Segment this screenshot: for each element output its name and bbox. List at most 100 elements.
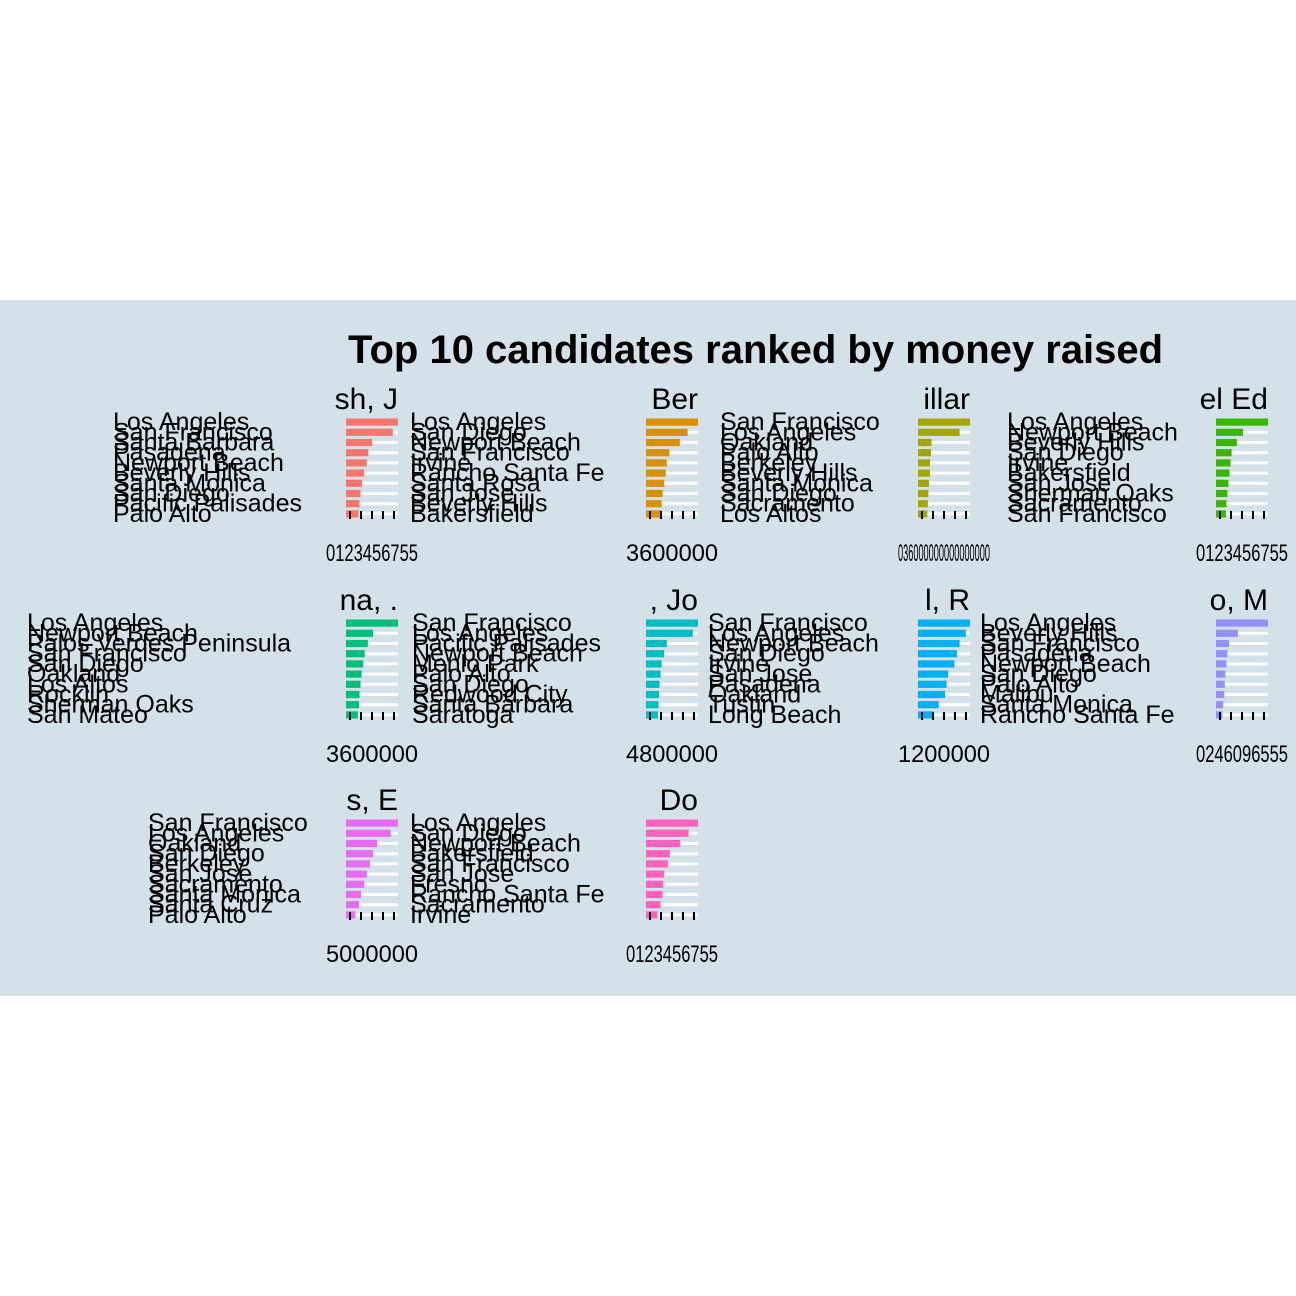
facet-title: Ber xyxy=(651,383,698,416)
category-label: San Jose xyxy=(1007,469,1111,497)
x-tick-labels: 3600000 xyxy=(326,741,418,768)
bar-2 xyxy=(918,629,966,637)
bar-2 xyxy=(346,428,393,436)
category-label: San Francisco xyxy=(720,408,880,436)
facet-title: l, R xyxy=(925,584,970,617)
category-label: Palo Alto xyxy=(980,670,1079,698)
bar-9 xyxy=(646,901,661,909)
category-label: Pasadena xyxy=(980,640,1093,668)
bar-2 xyxy=(1216,428,1244,436)
category-label: San Francisco xyxy=(708,609,868,637)
category-label: Bakersfield xyxy=(1007,459,1131,487)
category-label: Sacramento xyxy=(720,490,855,518)
category-label: Palo Alto xyxy=(720,439,819,467)
category-label: Rancho Santa Fe xyxy=(410,881,605,909)
bar-5 xyxy=(1216,459,1231,467)
bar-2 xyxy=(646,428,688,436)
category-label: San Diego xyxy=(1007,439,1124,467)
bar-5 xyxy=(918,459,930,467)
category-label: San Diego xyxy=(148,840,265,868)
bar-4 xyxy=(346,449,369,457)
facet-title: , Jo xyxy=(650,584,698,617)
bar-1 xyxy=(646,418,698,426)
bar-8 xyxy=(646,690,659,699)
chart-title: Top 10 candidates ranked by money raised xyxy=(348,328,1164,372)
category-label: Newport Beach xyxy=(113,449,284,477)
facet-title: sh, J xyxy=(335,383,398,416)
bar-2 xyxy=(1216,629,1238,637)
bar-5 xyxy=(346,459,367,467)
facet-title: el Ed xyxy=(1200,383,1268,416)
bar-8 xyxy=(646,489,663,498)
bar-8 xyxy=(1216,489,1228,498)
bar-2 xyxy=(346,629,374,637)
bar-4 xyxy=(1216,650,1228,658)
category-label: Los Angeles xyxy=(1007,408,1143,436)
category-label: Irvine xyxy=(410,901,471,929)
category-label: Los Angeles xyxy=(720,418,856,446)
bar-7 xyxy=(1216,479,1229,487)
category-label: Newport Beach xyxy=(410,830,581,858)
category-label: Pacific Palisades xyxy=(113,490,302,518)
bar-7 xyxy=(918,680,947,688)
category-label: San Jose xyxy=(410,480,514,508)
bar-2 xyxy=(346,829,391,837)
category-label: Sherman Oaks xyxy=(1007,480,1174,508)
category-label: Beverly Hills xyxy=(410,490,548,518)
bar-6 xyxy=(346,670,362,678)
bar-3 xyxy=(646,839,681,848)
facet-title: na, . xyxy=(340,584,398,617)
bar-1 xyxy=(646,619,698,627)
bar-6 xyxy=(646,469,666,477)
bar-9 xyxy=(1216,701,1224,709)
category-label: Sacramento xyxy=(410,891,545,919)
bar-7 xyxy=(346,880,365,888)
category-label: Los Angeles xyxy=(708,619,844,647)
category-label: San Diego xyxy=(980,660,1097,688)
bar-6 xyxy=(918,670,949,678)
bar-1 xyxy=(346,619,398,627)
bar-9 xyxy=(346,701,359,709)
category-label: Santa Monica xyxy=(113,469,266,497)
category-label: Santa Monica xyxy=(980,691,1133,719)
bar-5 xyxy=(346,660,364,668)
category-label: Fresno xyxy=(410,870,488,898)
category-label: San Francisco xyxy=(410,439,570,467)
category-label: Rancho Santa Fe xyxy=(410,459,605,487)
x-tick-labels: 0123456755 xyxy=(1196,540,1288,567)
bar-5 xyxy=(918,660,955,668)
category-label: Sherman Oaks xyxy=(27,691,194,719)
bar-7 xyxy=(1216,680,1225,688)
category-label: Redwood City xyxy=(412,681,568,709)
bar-6 xyxy=(346,469,365,477)
bar-6 xyxy=(346,870,367,878)
bar-3 xyxy=(646,438,680,447)
category-label: Los Angeles xyxy=(412,619,548,647)
category-label: Menlo Park xyxy=(412,650,539,678)
bar-4 xyxy=(646,449,670,457)
bar-3 xyxy=(346,438,372,447)
category-label: Palo Alto xyxy=(412,660,511,688)
bar-2 xyxy=(918,428,960,436)
category-label: San Francisco xyxy=(148,809,308,837)
category-label: San Diego xyxy=(113,480,230,508)
x-tick-labels: 1200000 xyxy=(898,741,990,768)
category-label: Pasadena xyxy=(113,439,226,467)
bar-3 xyxy=(646,639,667,648)
category-label: Berkeley xyxy=(720,449,818,477)
bar-3 xyxy=(1216,639,1229,648)
bar-8 xyxy=(918,489,929,498)
bar-5 xyxy=(346,860,370,868)
bar-6 xyxy=(1216,670,1226,678)
bar-8 xyxy=(346,690,360,699)
category-label: San Jose xyxy=(148,860,252,888)
category-label: Los Angeles xyxy=(410,408,546,436)
category-label: San Francisco xyxy=(412,609,572,637)
bar-4 xyxy=(918,449,931,457)
category-label: Irvine xyxy=(1007,449,1068,477)
category-label: San Diego xyxy=(720,480,837,508)
